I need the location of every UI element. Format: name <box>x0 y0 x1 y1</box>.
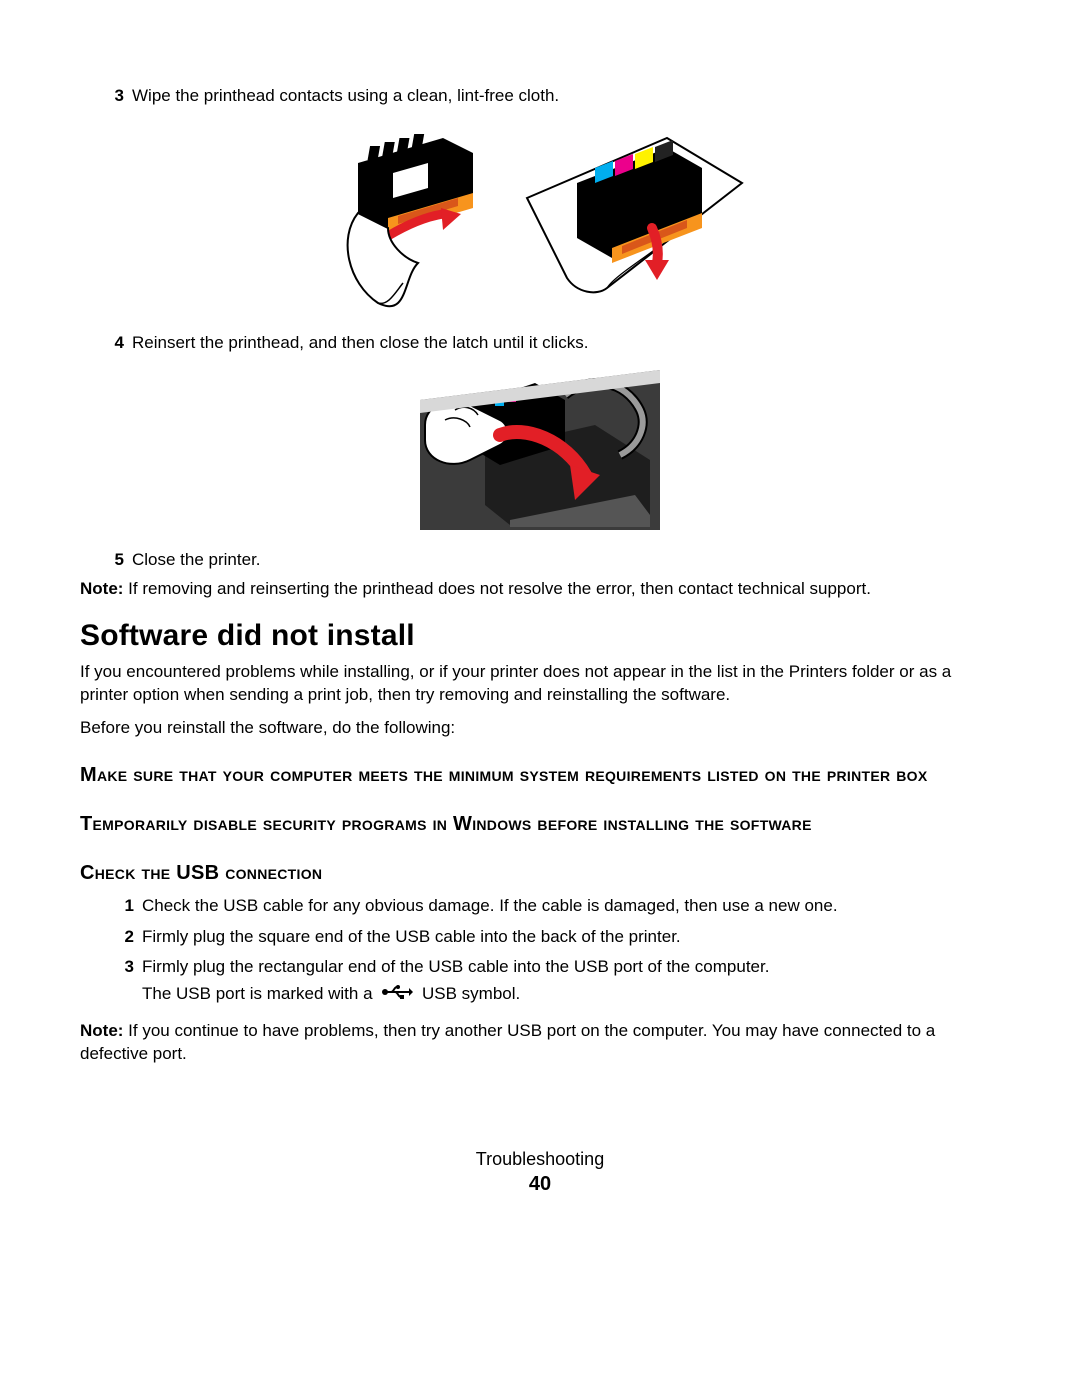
step-4-num: 4 <box>100 332 124 355</box>
step-5-text: Close the printer. <box>132 549 1000 572</box>
usb-step-3-line2a: The USB port is marked with a <box>142 984 377 1003</box>
step-4: 4 Reinsert the printhead, and then close… <box>100 332 1000 355</box>
illustration-printhead-on-sheet <box>517 128 747 308</box>
note2-text: If you continue to have problems, then t… <box>80 1021 935 1063</box>
usb-step-3-line2b: USB symbol. <box>422 984 520 1003</box>
usb-step-2: 2 Firmly plug the square end of the USB … <box>110 926 1000 949</box>
usb-step-2-text: Firmly plug the square end of the USB ca… <box>142 926 1000 949</box>
usb-step-2-num: 2 <box>110 926 134 949</box>
usb-step-1-text: Check the USB cable for any obvious dama… <box>142 895 1000 918</box>
note-label: Note: <box>80 579 123 598</box>
usb-step-1-num: 1 <box>110 895 134 918</box>
figure-wipe-printhead <box>80 118 1000 318</box>
subhead-disable-security: Temporarily disable security programs in… <box>80 811 1000 838</box>
note2-label: Note: <box>80 1021 123 1040</box>
footer-section: Troubleshooting <box>0 1148 1080 1171</box>
page-footer: Troubleshooting 40 <box>0 1148 1080 1197</box>
illustration-reinsert <box>415 365 665 535</box>
step-3: 3 Wipe the printhead contacts using a cl… <box>100 85 1000 108</box>
figure-reinsert-printhead <box>80 365 1000 535</box>
usb-step-3-line1: Firmly plug the rectangular end of the U… <box>142 957 769 976</box>
note-text: If removing and reinserting the printhea… <box>123 579 871 598</box>
footer-page-number: 40 <box>0 1171 1080 1197</box>
subhead-requirements: Make sure that your computer meets the m… <box>80 762 1000 789</box>
illustration-printhead-cloth <box>333 118 513 318</box>
usb-step-3-text: Firmly plug the rectangular end of the U… <box>142 956 1000 1006</box>
note-printhead: Note: If removing and reinserting the pr… <box>80 578 1000 601</box>
usb-symbol-icon <box>381 983 413 1006</box>
step-5: 5 Close the printer. <box>100 549 1000 572</box>
note-usb-port: Note: If you continue to have problems, … <box>80 1020 1000 1066</box>
usb-step-3: 3 Firmly plug the rectangular end of the… <box>110 956 1000 1006</box>
para-intro: If you encountered problems while instal… <box>80 661 1000 707</box>
step-3-num: 3 <box>100 85 124 108</box>
para-before: Before you reinstall the software, do th… <box>80 717 1000 740</box>
usb-step-1: 1 Check the USB cable for any obvious da… <box>110 895 1000 918</box>
step-4-text: Reinsert the printhead, and then close t… <box>132 332 1000 355</box>
subhead-check-usb: Check the USB connection <box>80 860 1000 887</box>
step-3-text: Wipe the printhead contacts using a clea… <box>132 85 1000 108</box>
usb-step-3-num: 3 <box>110 956 134 979</box>
section-heading-software: Software did not install <box>80 619 1000 653</box>
step-5-num: 5 <box>100 549 124 572</box>
